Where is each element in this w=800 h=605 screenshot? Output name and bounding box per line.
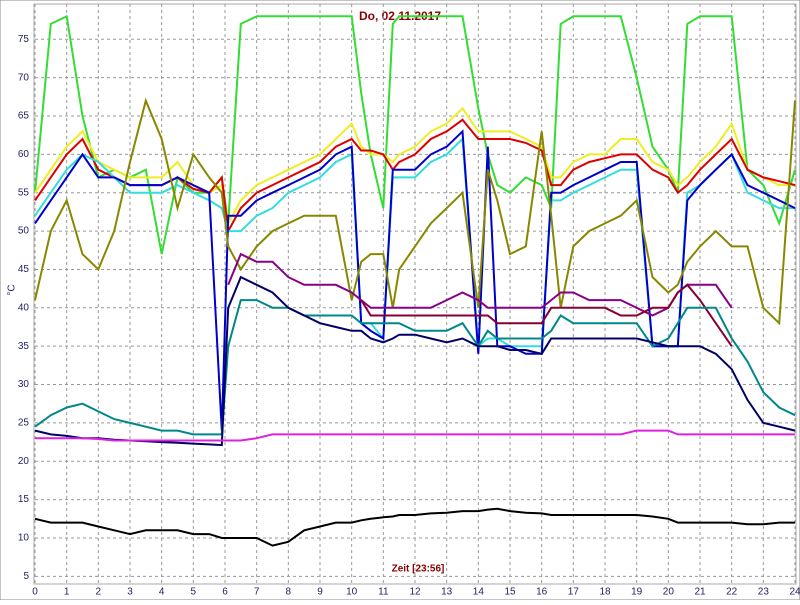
y-tick-label: 10 xyxy=(18,533,30,544)
x-tick-label: 23 xyxy=(758,587,770,598)
x-tick-label: 17 xyxy=(568,587,580,598)
x-tick-label: 0 xyxy=(32,587,38,598)
x-tick-label: 19 xyxy=(631,587,643,598)
y-tick-label: 60 xyxy=(18,149,30,160)
y-tick-label: 45 xyxy=(18,264,30,275)
x-tick-label: 16 xyxy=(536,587,548,598)
data-line xyxy=(34,275,796,447)
y-tick-label: 70 xyxy=(18,72,30,83)
x-tick-label: 5 xyxy=(191,587,197,598)
x-tick-label: 1 xyxy=(64,587,70,598)
data-line xyxy=(34,299,796,436)
y-tick-label: 75 xyxy=(18,34,30,45)
y-tick-label: 30 xyxy=(18,379,30,390)
x-tick-label: 13 xyxy=(441,587,453,598)
y-tick-label: 25 xyxy=(18,418,30,429)
y-tick-label: 55 xyxy=(18,187,30,198)
x-tick-label: 9 xyxy=(317,587,323,598)
x-axis-label: Zeit [23:56] xyxy=(392,564,445,575)
x-tick-label: 15 xyxy=(504,587,516,598)
data-line xyxy=(34,97,796,326)
x-tick-label: 11 xyxy=(378,587,389,598)
y-axis-label: °C xyxy=(7,284,18,295)
data-line xyxy=(34,106,795,227)
x-tick-label: 7 xyxy=(254,587,260,598)
x-tick-label: 22 xyxy=(726,587,738,598)
y-tick-label: 15 xyxy=(18,494,30,505)
x-tick-label: 2 xyxy=(96,587,102,598)
x-tick-label: 24 xyxy=(789,587,800,598)
y-tick-label: 50 xyxy=(18,226,30,237)
y-tick-label: 35 xyxy=(18,341,30,352)
y-tick-label: 40 xyxy=(18,302,30,313)
x-tick-label: 12 xyxy=(409,587,421,598)
x-tick-label: 18 xyxy=(599,587,611,598)
x-tick-label: 6 xyxy=(222,587,228,598)
data-line xyxy=(360,283,733,347)
x-tick-label: 20 xyxy=(663,587,675,598)
y-tick-label: 5 xyxy=(23,571,29,582)
data-line xyxy=(34,507,795,547)
x-tick-label: 4 xyxy=(159,587,165,598)
x-tick-label: 14 xyxy=(473,587,485,598)
x-tick-label: 3 xyxy=(127,587,133,598)
x-tick-label: 21 xyxy=(694,587,706,598)
x-tick-label: 8 xyxy=(286,587,292,598)
data-line xyxy=(35,429,795,442)
data-line xyxy=(227,252,733,317)
y-tick-label: 65 xyxy=(18,111,30,122)
y-tick-label: 20 xyxy=(18,456,30,467)
x-tick-label: 10 xyxy=(346,587,358,598)
